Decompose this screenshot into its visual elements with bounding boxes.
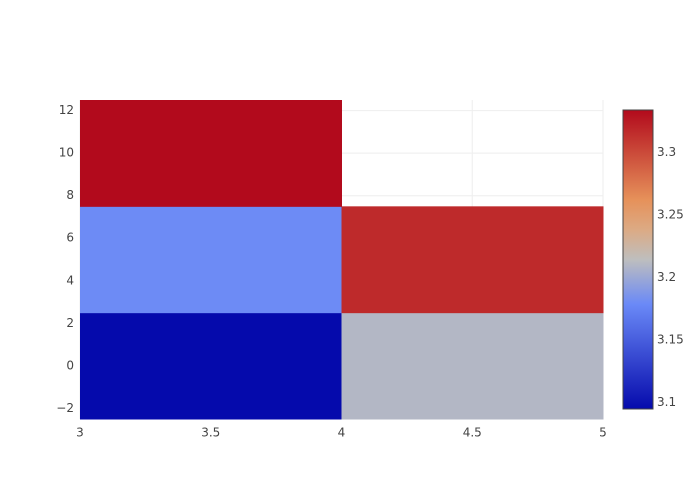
heatmap-cell	[341, 206, 604, 314]
heatmap-cell	[341, 312, 604, 420]
y-tick-label: 0	[66, 358, 74, 372]
x-tick-label: 5	[599, 426, 607, 440]
y-tick-label: −2	[56, 401, 74, 415]
colorbar-tick-label: 3.1	[657, 395, 676, 409]
x-tick-label: 3.5	[201, 426, 220, 440]
y-tick-label: 4	[66, 273, 74, 287]
y-tick-label: 12	[59, 103, 74, 117]
x-tick-label: 4.5	[463, 426, 482, 440]
heatmap-cell	[80, 100, 342, 207]
x-tick-label: 3	[76, 426, 84, 440]
heatmap-cell	[80, 312, 342, 420]
y-tick-label: 6	[66, 231, 74, 245]
y-tick-label: 10	[59, 146, 74, 160]
colorbar-tick-label: 3.25	[657, 208, 684, 222]
y-tick-label: 8	[66, 188, 74, 202]
colorbar	[622, 109, 654, 410]
x-tick-label: 4	[338, 426, 346, 440]
colorbar-tick-label: 3.2	[657, 270, 676, 284]
heatmap-cell	[80, 206, 342, 314]
colorbar-tick-label: 3.3	[657, 145, 676, 159]
y-tick-label: 2	[66, 316, 74, 330]
colorbar-tick-label: 3.15	[657, 333, 684, 347]
